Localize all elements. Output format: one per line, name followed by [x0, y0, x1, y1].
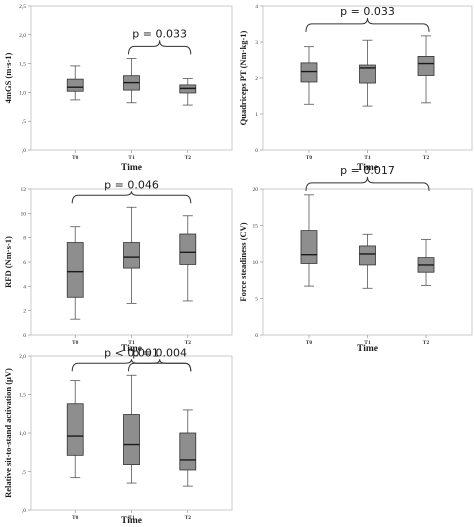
- significance-brace: [128, 40, 192, 55]
- y-tick-label: 4: [23, 284, 26, 290]
- p-value-label: p = 0.046: [104, 178, 159, 191]
- x-tick-label: T0: [306, 155, 313, 161]
- box-T1: [359, 233, 376, 289]
- x-axis-title: Time: [121, 516, 142, 526]
- y-tick-label: 2: [23, 309, 26, 315]
- box-T0: [300, 194, 318, 287]
- significance-brace: [305, 176, 430, 191]
- box-T1: [359, 39, 376, 107]
- y-tick-label: 8: [23, 236, 26, 242]
- x-tick-label: T1: [364, 155, 371, 161]
- y-tick-label: ,0: [22, 148, 26, 154]
- y-tick-label: 12: [21, 187, 27, 193]
- y-tick-label: 6: [23, 260, 26, 266]
- x-tick-label: T1: [364, 340, 371, 346]
- p-value-label: p = 0.004: [132, 346, 187, 359]
- box-T0: [300, 46, 318, 105]
- y-axis-title: Relative sit-to-stand activation (µV): [3, 368, 13, 498]
- box-T2: [417, 35, 435, 104]
- p-value-label: p < 0.001: [104, 346, 159, 359]
- y-tick-label: 0: [255, 333, 258, 339]
- y-tick-label: 2,0: [19, 33, 26, 39]
- x-tick-label: T0: [306, 340, 313, 346]
- x-axis-title: Time: [121, 163, 142, 173]
- y-tick-label: 0: [23, 333, 26, 339]
- y-tick-label: 10: [253, 260, 259, 266]
- chart-panel-2: 0 1 2 3 4 T0 T1 T2 p = 0.033 Time Quadriceps PT (N…: [238, 4, 473, 173]
- x-tick-label: T2: [423, 340, 430, 346]
- y-axis-title: Force steadiness (CV): [238, 222, 248, 301]
- iqr-box: [123, 242, 140, 269]
- x-tick-label: T2: [185, 515, 192, 521]
- y-tick-label: 2,5: [19, 4, 26, 10]
- iqr-box: [359, 64, 376, 84]
- box-T2: [179, 409, 197, 487]
- significance-brace: [128, 359, 192, 372]
- y-axis-title: 4mGS (m·s-1): [3, 52, 13, 103]
- box-T2: [417, 238, 435, 286]
- x-tick-label: T1: [128, 340, 135, 346]
- x-tick-label: T0: [72, 515, 79, 521]
- iqr-box: [300, 230, 318, 264]
- y-tick-label: ,5: [22, 470, 26, 476]
- y-tick-label: 1,0: [19, 90, 26, 96]
- x-tick-label: T1: [128, 515, 135, 521]
- iqr-box: [300, 62, 318, 83]
- y-tick-label: 3: [255, 40, 258, 46]
- iqr-box: [66, 403, 84, 456]
- box-T0: [66, 226, 84, 320]
- iqr-box: [179, 432, 197, 471]
- y-tick-label: 10: [21, 211, 27, 217]
- iqr-box: [179, 233, 197, 265]
- chart-panel-3: 0 2 4 6 8 10 12 T0 T1 T2 p = 0.046 Time RFD (Nm·s-1): [3, 178, 233, 354]
- y-tick-label: ,0: [22, 508, 26, 514]
- x-tick-label: T2: [423, 155, 430, 161]
- y-axis-title: RFD (Nm·s-1): [3, 236, 13, 288]
- x-tick-label: T1: [128, 155, 135, 161]
- y-tick-label: ,5: [22, 119, 26, 125]
- x-tick-label: T0: [72, 340, 79, 346]
- significance-brace: [305, 17, 430, 32]
- p-value-label: p = 0.017: [340, 164, 395, 177]
- p-value-label: p = 0.033: [340, 5, 395, 18]
- box-T2: [179, 215, 197, 302]
- y-tick-label: 15: [253, 224, 259, 230]
- x-axis-title: Time: [357, 344, 378, 354]
- y-tick-label: 2,0: [19, 354, 26, 360]
- x-axis-title: Time: [357, 163, 378, 173]
- y-tick-label: 1,5: [19, 62, 26, 68]
- x-tick-label: T2: [185, 340, 192, 346]
- y-tick-label: 20: [253, 187, 259, 193]
- iqr-box: [359, 245, 376, 266]
- p-value-label: p = 0.033: [132, 27, 187, 40]
- box-T1: [123, 206, 140, 304]
- iqr-box: [66, 78, 84, 92]
- box-T1: [123, 374, 140, 484]
- y-tick-label: 4: [255, 4, 258, 10]
- box-T0: [66, 380, 84, 479]
- y-axis-title: Quadriceps PT (Nm·kg-1): [238, 30, 248, 125]
- iqr-box: [66, 242, 84, 298]
- box-T2: [179, 78, 197, 106]
- x-axis-title: Time: [121, 344, 142, 354]
- iqr-box: [417, 56, 435, 76]
- x-tick-label: T0: [72, 155, 79, 161]
- y-tick-label: 1,0: [19, 431, 26, 437]
- y-tick-label: 1,5: [19, 393, 26, 399]
- chart-panel-1: ,0 ,5 1,0 1,5 2,0 2,5 T0 T1 T2 p = 0.033 Time 4mGS …: [3, 4, 233, 173]
- y-tick-label: 5: [255, 297, 258, 303]
- significance-brace: [71, 191, 192, 204]
- y-tick-label: 0: [255, 148, 258, 154]
- x-tick-label: T2: [185, 155, 192, 161]
- y-tick-label: 1: [255, 112, 258, 118]
- y-tick-label: 2: [255, 76, 258, 82]
- significance-brace: [71, 359, 192, 372]
- box-T0: [66, 65, 84, 101]
- box-T1: [123, 58, 140, 104]
- iqr-box: [123, 414, 140, 465]
